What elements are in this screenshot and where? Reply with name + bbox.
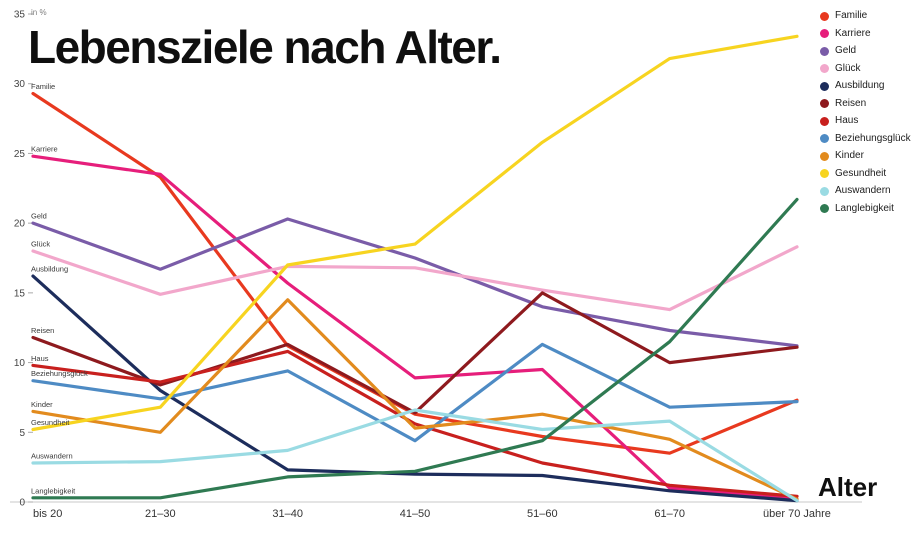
- series-start-label-karriere: Karriere: [31, 145, 58, 154]
- line-karriere: [31, 154, 799, 501]
- legend-dot-reisen: [820, 99, 829, 108]
- legend-item-haus: Haus: [820, 115, 911, 127]
- legend-dot-ausbildung: [820, 81, 829, 91]
- legend-item-kinder: Kinder: [820, 150, 911, 162]
- legend-dot-langlebigkeit: [820, 204, 829, 213]
- legend-dot-beziehungsgluck: [820, 134, 829, 143]
- y-axis-unit-label: in %: [31, 8, 47, 17]
- legend-label-gesundheit: Gesundheit: [835, 167, 887, 179]
- line-reisen: [31, 291, 799, 415]
- line-gluck: [31, 245, 799, 312]
- legend-dot-gluck: [820, 64, 829, 73]
- series-start-label-langlebigkeit: Langlebigkeit: [31, 486, 76, 495]
- line-beziehungsgluck: [31, 342, 799, 443]
- series-start-label-gesundheit: Gesundheit: [31, 418, 70, 427]
- line-kinder: [31, 298, 799, 501]
- legend-dot-karriere: [820, 29, 829, 38]
- legend-item-ausbildung: Ausbildung: [820, 80, 911, 92]
- legend-label-gluck: Glück: [835, 62, 861, 74]
- legend-label-reisen: Reisen: [835, 97, 867, 109]
- y-tick-label: 10: [14, 358, 26, 369]
- series-start-label-geld: Geld: [31, 212, 47, 221]
- legend-dot-kinder: [820, 151, 829, 161]
- legend-item-gesundheit: Gesundheit: [820, 168, 911, 180]
- x-tick-label-41-50: 41–50: [400, 508, 431, 520]
- line-auswandern: [31, 408, 799, 503]
- legend-dot-geld: [820, 46, 829, 56]
- legend-item-geld: Geld: [820, 45, 911, 57]
- legend-item-auswandern: Auswandern: [820, 185, 911, 197]
- series-start-label-haus: Haus: [31, 354, 49, 363]
- series-start-label-beziehungsgluck: Beziehungsglück: [31, 369, 88, 378]
- y-tick-label: 20: [14, 219, 26, 230]
- x-tick-label-61-70: 61–70: [654, 508, 685, 520]
- line-gesundheit: [31, 34, 799, 432]
- y-tick-label: 25: [14, 149, 26, 160]
- x-axis-title: Alter: [818, 472, 878, 502]
- line-familie: [31, 91, 799, 455]
- series-start-label-auswandern: Auswandern: [31, 451, 73, 460]
- legend-item-familie: Familie: [820, 10, 911, 22]
- series-start-label-gluck: Glück: [31, 240, 50, 249]
- series-start-label-familie: Familie: [31, 82, 55, 91]
- y-tick-label: 30: [14, 79, 26, 90]
- x-tick-label-31-40: 31–40: [272, 508, 303, 520]
- legend-label-ausbildung: Ausbildung: [835, 80, 885, 91]
- x-tick-label-51-60: 51–60: [527, 508, 558, 520]
- legend-label-familie: Familie: [835, 10, 868, 21]
- legend-item-karriere: Karriere: [820, 28, 911, 40]
- legend-label-langlebigkeit: Langlebigkeit: [835, 202, 894, 214]
- page-title: Lebensziele nach Alter.: [28, 21, 502, 73]
- legend-label-auswandern: Auswandern: [835, 185, 891, 196]
- y-tick-label: 15: [14, 288, 26, 299]
- line-langlebigkeit: [31, 197, 799, 500]
- y-tick-label: 0: [19, 498, 25, 509]
- legend-dot-familie: [820, 11, 829, 21]
- y-tick-label: 35: [14, 10, 26, 21]
- line-geld: [31, 217, 799, 348]
- x-tick-label-uber-70-jahre: über 70 Jahre: [763, 508, 831, 520]
- legend-label-haus: Haus: [835, 115, 859, 126]
- x-tick-label-21-30: 21–30: [145, 508, 176, 520]
- legend-dot-haus: [820, 116, 829, 126]
- legend: Familie Karriere Geld Glück Ausbildung Reisen…: [820, 10, 911, 215]
- series-start-label-ausbildung: Ausbildung: [31, 265, 68, 274]
- legend-item-beziehungsgluck: Beziehungsglück: [820, 133, 911, 145]
- y-tick-label: 5: [19, 428, 25, 439]
- line-haus: [31, 349, 799, 498]
- legend-item-reisen: Reisen: [820, 98, 911, 110]
- legend-label-karriere: Karriere: [835, 27, 871, 39]
- legend-dot-auswandern: [820, 186, 829, 196]
- line-ausbildung: [31, 274, 799, 503]
- legend-label-geld: Geld: [835, 45, 857, 56]
- series-start-label-reisen: Reisen: [31, 326, 54, 335]
- x-tick-label-bis-20: bis 20: [33, 508, 62, 520]
- legend-item-langlebigkeit: Langlebigkeit: [820, 203, 911, 215]
- series-start-label-kinder: Kinder: [31, 400, 53, 409]
- legend-item-gluck: Glück: [820, 63, 911, 75]
- legend-dot-gesundheit: [820, 169, 829, 178]
- legend-label-beziehungsgluck: Beziehungsglück: [835, 132, 911, 144]
- legend-label-kinder: Kinder: [835, 150, 864, 161]
